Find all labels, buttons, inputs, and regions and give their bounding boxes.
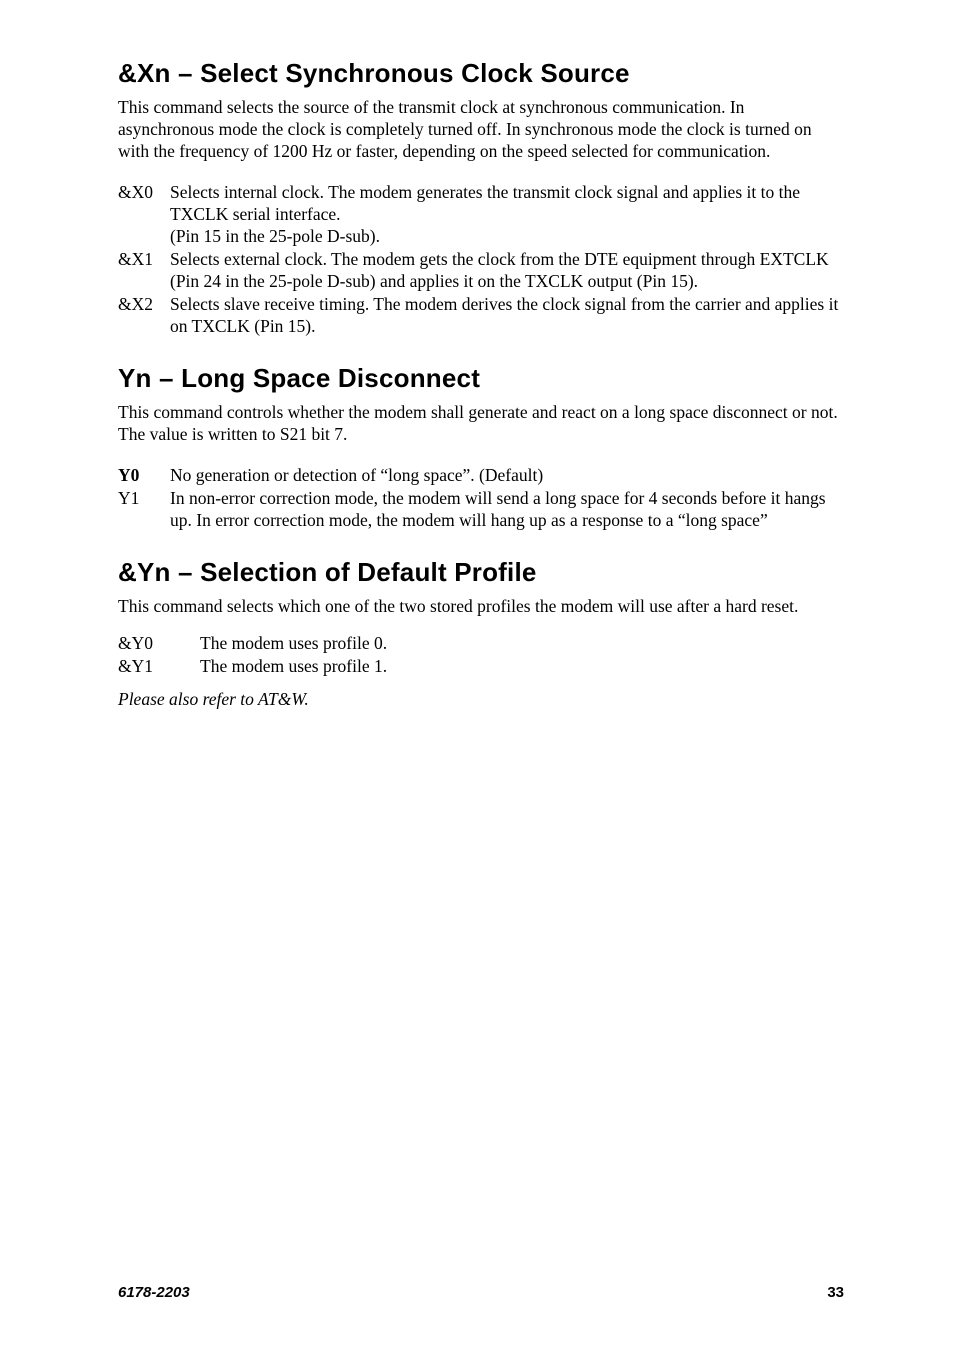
definition-row: &X2 Selects slave receive timing. The mo… bbox=[118, 293, 844, 338]
definitions-yn: Y0 No generation or detection of “long s… bbox=[118, 464, 844, 531]
intro-ayn: This command selects which one of the tw… bbox=[118, 596, 844, 618]
footer-doc-number: 6178-2203 bbox=[118, 1284, 190, 1301]
desc: The modem uses profile 1. bbox=[200, 655, 844, 677]
desc: Selects internal clock. The modem genera… bbox=[170, 181, 844, 248]
desc: In non-error correction mode, the modem … bbox=[170, 487, 844, 532]
page: &Xn – Select Synchronous Clock Source Th… bbox=[0, 0, 954, 1351]
definitions-xn: &X0 Selects internal clock. The modem ge… bbox=[118, 181, 844, 338]
heading-ayn: &Yn – Selection of Default Profile bbox=[118, 557, 844, 588]
footer: 6178-2203 33 bbox=[118, 1284, 844, 1301]
definition-row: &X0 Selects internal clock. The modem ge… bbox=[118, 181, 844, 248]
desc: No generation or detection of “long spac… bbox=[170, 464, 844, 486]
desc: Selects external clock. The modem gets t… bbox=[170, 248, 844, 293]
definition-row: Y1 In non-error correction mode, the mod… bbox=[118, 487, 844, 532]
definition-row: &X1 Selects external clock. The modem ge… bbox=[118, 248, 844, 293]
intro-yn: This command controls whether the modem … bbox=[118, 402, 844, 446]
footer-page-number: 33 bbox=[827, 1284, 844, 1301]
term: Y1 bbox=[118, 487, 170, 509]
definition-row: Y0 No generation or detection of “long s… bbox=[118, 464, 844, 486]
heading-yn: Yn – Long Space Disconnect bbox=[118, 363, 844, 394]
term: &Y1 bbox=[118, 655, 200, 677]
intro-xn: This command selects the source of the t… bbox=[118, 97, 844, 163]
desc: The modem uses profile 0. bbox=[200, 632, 844, 654]
term: Y0 bbox=[118, 464, 170, 486]
term: &X1 bbox=[118, 248, 170, 270]
note-ayn: Please also refer to AT&W. bbox=[118, 689, 844, 710]
definition-row: &Y0 The modem uses profile 0. bbox=[118, 632, 844, 654]
definition-row: &Y1 The modem uses profile 1. bbox=[118, 655, 844, 677]
heading-xn: &Xn – Select Synchronous Clock Source bbox=[118, 58, 844, 89]
definitions-ayn: &Y0 The modem uses profile 0. &Y1 The mo… bbox=[118, 632, 844, 677]
term: &X0 bbox=[118, 181, 170, 203]
term: &X2 bbox=[118, 293, 170, 315]
desc: Selects slave receive timing. The modem … bbox=[170, 293, 844, 338]
term: &Y0 bbox=[118, 632, 200, 654]
